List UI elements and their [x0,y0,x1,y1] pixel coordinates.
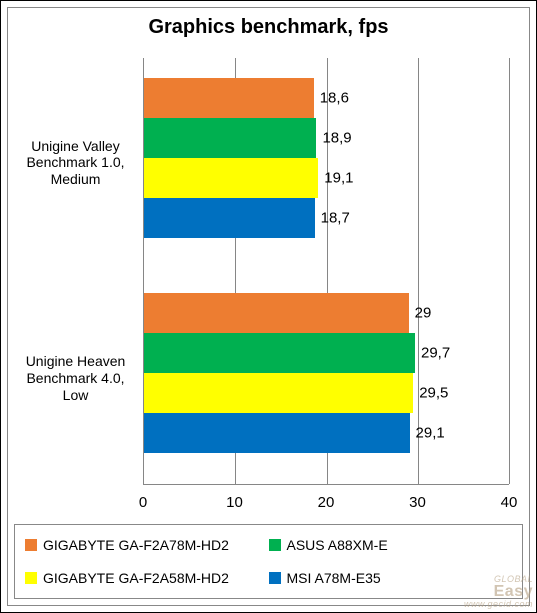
x-tick: 10 [226,494,243,511]
legend-item: ASUS A88XM-E [269,537,513,553]
legend-item: MSI A78M-E35 [269,570,513,586]
legend-label: GIGABYTE GA-F2A78M-HD2 [43,537,229,553]
category-label-heaven: Unigine Heaven Benchmark 4.0, Low [18,353,133,403]
chart-title: Graphics benchmark, fps [8,8,529,39]
legend-label: GIGABYTE GA-F2A58M-HD2 [43,570,229,586]
category-label-valley: Unigine Valley Benchmark 1.0, Medium [18,137,133,187]
bar-valley-msi: 18,7 [144,198,315,238]
legend-label: MSI A78M-E35 [287,570,381,586]
bar-valley-gigabyte58: 19,1 [144,158,318,198]
bar-value: 18,7 [321,210,350,227]
chart-container: Graphics benchmark, fps Unigine Valley B… [7,7,530,606]
chart-area: Unigine Valley Benchmark 1.0, Medium Uni… [18,58,519,515]
bar-valley-gigabyte78: 18,6 [144,78,314,118]
bar-heaven-gigabyte78: 29 [144,293,409,333]
bar-valley-asus: 18,9 [144,118,316,158]
gridline [509,58,510,484]
x-tick: 30 [409,494,426,511]
legend-label: ASUS A88XM-E [287,537,388,553]
x-tick: 40 [501,494,518,511]
legend: GIGABYTE GA-F2A78M-HD2 ASUS A88XM-E GIGA… [14,524,523,599]
bar-value: 29,1 [416,425,445,442]
bar-heaven-asus: 29,7 [144,333,415,373]
bar-value: 19,1 [324,170,353,187]
outer-frame: Graphics benchmark, fps Unigine Valley B… [0,0,537,613]
legend-item: GIGABYTE GA-F2A78M-HD2 [25,537,269,553]
plot-area: 18,6 18,9 19,1 18,7 29 29,7 [143,58,509,485]
bar-value: 18,9 [322,130,351,147]
x-axis-labels: 0 10 20 30 40 [143,490,509,515]
legend-item: GIGABYTE GA-F2A58M-HD2 [25,570,269,586]
x-tick: 20 [318,494,335,511]
x-tick: 0 [139,494,147,511]
bar-value: 29,5 [419,385,448,402]
legend-swatch [269,572,281,584]
y-axis-labels: Unigine Valley Benchmark 1.0, Medium Uni… [18,58,138,485]
bar-value: 29 [415,305,432,322]
bar-heaven-gigabyte58: 29,5 [144,373,413,413]
legend-swatch [25,572,37,584]
legend-swatch [25,539,37,551]
gridline [418,58,419,484]
bar-heaven-msi: 29,1 [144,413,410,453]
bar-value: 18,6 [320,90,349,107]
legend-swatch [269,539,281,551]
bar-value: 29,7 [421,345,450,362]
